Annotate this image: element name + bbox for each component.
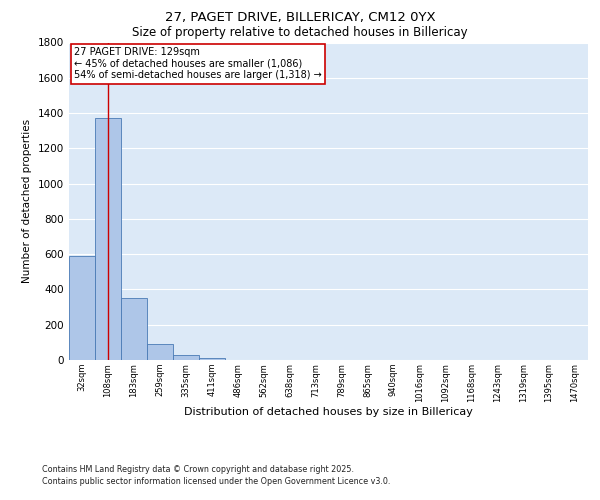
Text: Contains public sector information licensed under the Open Government Licence v3: Contains public sector information licen… xyxy=(42,476,391,486)
Bar xyxy=(69,256,95,360)
Bar xyxy=(147,344,173,360)
Bar xyxy=(121,298,147,360)
Bar xyxy=(173,355,199,360)
Text: 27, PAGET DRIVE, BILLERICAY, CM12 0YX: 27, PAGET DRIVE, BILLERICAY, CM12 0YX xyxy=(164,11,436,24)
Text: Size of property relative to detached houses in Billericay: Size of property relative to detached ho… xyxy=(132,26,468,39)
Bar xyxy=(95,118,121,360)
X-axis label: Distribution of detached houses by size in Billericay: Distribution of detached houses by size … xyxy=(184,408,473,418)
Text: Contains HM Land Registry data © Crown copyright and database right 2025.: Contains HM Land Registry data © Crown c… xyxy=(42,466,354,474)
Y-axis label: Number of detached properties: Number of detached properties xyxy=(22,119,32,284)
Text: 27 PAGET DRIVE: 129sqm
← 45% of detached houses are smaller (1,086)
54% of semi-: 27 PAGET DRIVE: 129sqm ← 45% of detached… xyxy=(74,48,322,80)
Bar xyxy=(199,358,224,360)
